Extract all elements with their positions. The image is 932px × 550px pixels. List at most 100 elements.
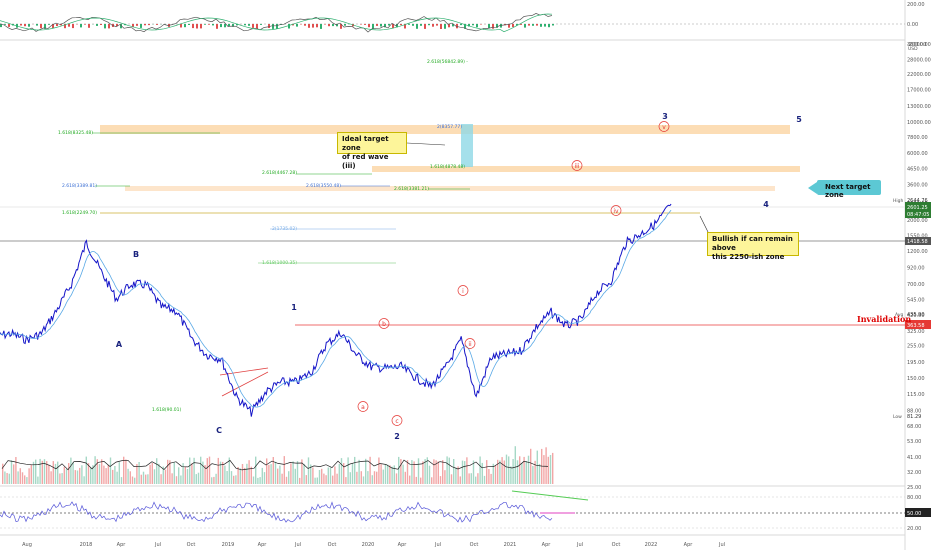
volume-bar [367, 471, 369, 484]
top-hist-bar [480, 24, 482, 25]
volume-bar [549, 455, 552, 484]
volume-bar [426, 457, 428, 484]
price-axis: 36000.00 28000.00 22000.00 17000.00 13000.00… [893, 2, 931, 532]
wave-label: B [133, 250, 139, 259]
volume-bar [79, 467, 81, 484]
volume-bar [274, 461, 277, 484]
volume-bar [387, 464, 389, 484]
avg-value: 435.90 [907, 312, 925, 318]
top-hist-bar [440, 24, 442, 29]
volume-bar [246, 463, 248, 484]
top-hist-bar [464, 24, 466, 29]
volume-bar [171, 473, 173, 484]
price-tick-label: 195.00 [907, 360, 925, 366]
wave-label-circle [658, 121, 670, 132]
volume-bar [475, 476, 477, 484]
volume-bar [107, 465, 109, 484]
volume-bar [395, 473, 398, 484]
rsi-line [0, 501, 553, 523]
top-hist-bar [516, 24, 518, 26]
volume-bar [193, 457, 195, 484]
moving-average-line [0, 209, 672, 408]
time-tick-label: Jul [294, 542, 301, 548]
top-hist-bar [500, 24, 502, 28]
volume-bar [343, 463, 345, 484]
volume-bar [215, 473, 217, 484]
volume-bar [499, 460, 501, 484]
volume-bar [409, 475, 411, 484]
volume-bar [191, 463, 193, 484]
volume-bar [92, 465, 94, 484]
volume-bar [541, 448, 543, 484]
ideal-target-box [461, 124, 473, 167]
volume-bar [101, 459, 103, 484]
top-tick-label: 0.00 [907, 22, 918, 28]
price-tick-label: 920.00 [907, 265, 925, 271]
top-hist-bar [384, 24, 386, 28]
volume-bar [138, 462, 140, 484]
volume-bar [323, 473, 325, 484]
volume-bar [197, 472, 200, 484]
volume-bar [424, 459, 426, 484]
volume-bar [226, 471, 228, 484]
volume-bar [345, 477, 347, 484]
volume-bar [131, 476, 134, 484]
top-hist-bar [544, 24, 546, 27]
top-tick-label: 200.00 [907, 2, 925, 8]
volume-bar [270, 464, 272, 484]
volume-bar [290, 463, 292, 484]
volume-bar [54, 463, 57, 484]
top-hist-bar [296, 24, 298, 27]
top-hist-bar [336, 24, 338, 27]
price-line [0, 203, 672, 417]
top-hist-bar [260, 24, 262, 25]
volume-bar [277, 468, 279, 484]
top-hist-bar [204, 24, 206, 25]
rsi-divergence-line [511, 490, 589, 501]
top-hist-bar [64, 24, 66, 29]
volume-bar [57, 461, 59, 484]
next-target-callout: Next target zone [817, 180, 881, 199]
price-tick-label: 2000.00 [907, 218, 928, 224]
wave-label: c [395, 418, 398, 425]
top-hist-bar [428, 24, 430, 26]
volume-bar [530, 448, 532, 484]
ideal-target-pointer [406, 142, 446, 146]
price-tick-label: 10000.00 [907, 120, 931, 126]
price-tick-label: 1200.00 [907, 249, 928, 255]
top-hist-bar [472, 24, 474, 26]
price-tick-label: 6000.00 [907, 151, 928, 157]
volume-bar [479, 456, 481, 484]
volume-bar [457, 466, 459, 484]
volume-bar [519, 456, 521, 484]
volume-bar [151, 463, 153, 484]
volume-bar [15, 457, 17, 484]
wave-label-circle [457, 285, 469, 296]
volume-bar [114, 466, 116, 484]
level-1418-value: 1418.58 [907, 239, 928, 245]
top-hist-bar [216, 24, 218, 29]
top-hist-bar [108, 24, 110, 29]
volume-bar [26, 477, 28, 484]
price-tick-label: 115.00 [907, 392, 925, 398]
volume-bar [486, 460, 488, 484]
volume-bar [217, 457, 219, 484]
top-hist-bar [36, 24, 38, 26]
price-tick-label: 255.00 [907, 344, 925, 350]
volume-bar [382, 469, 384, 484]
volume-bar [398, 456, 400, 484]
ideal-target-line-2: of red wave (iii) [342, 153, 389, 170]
volume-bar [2, 463, 4, 484]
top-hist-bar [148, 24, 150, 26]
wave-label: A [116, 340, 123, 349]
volume-bar [307, 457, 310, 484]
volume-bar [349, 472, 351, 484]
wave-label: 3 [662, 112, 668, 121]
top-hist-bar [196, 24, 198, 29]
volume-bar [162, 466, 164, 484]
volume-bar [129, 471, 131, 484]
time-tick-label: Oct [187, 542, 196, 548]
top-hist-bar [68, 24, 70, 27]
